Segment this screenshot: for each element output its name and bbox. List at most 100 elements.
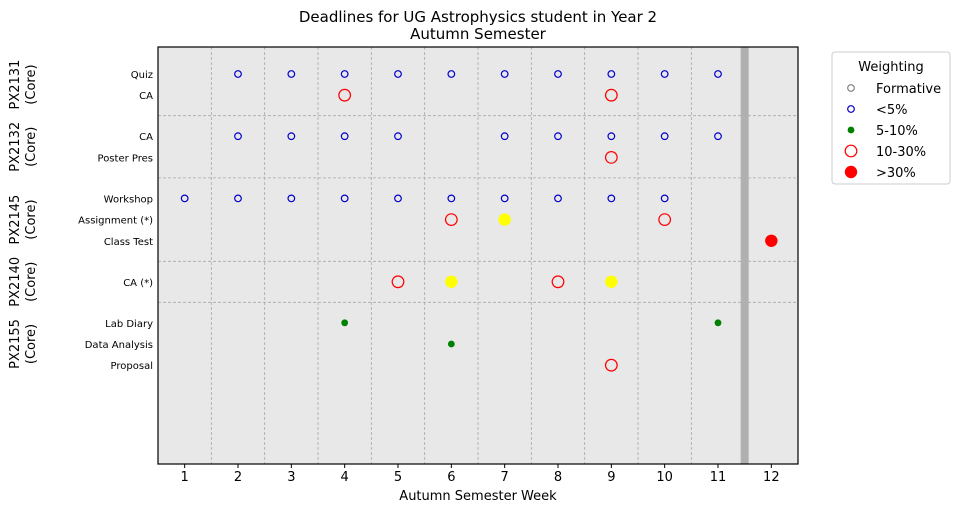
deadline-point xyxy=(714,319,722,327)
row-label: CA xyxy=(139,91,153,102)
deadline-point xyxy=(551,275,565,289)
legend-title: Weighting xyxy=(858,60,923,75)
chart-subtitle: Autumn Semester xyxy=(410,25,547,43)
deadline-point xyxy=(714,70,722,78)
deadline-point xyxy=(340,194,349,203)
deadline-point xyxy=(765,234,778,247)
deadline-point xyxy=(607,132,616,141)
deadline-point xyxy=(340,132,349,141)
legend-marker xyxy=(847,84,855,92)
x-tick-label: 9 xyxy=(607,470,615,485)
chart-title: Deadlines for UG Astrophysics student in… xyxy=(299,8,657,26)
deadline-point xyxy=(447,340,455,348)
x-tick-label: 5 xyxy=(394,470,402,485)
module-label: PX2131 (Core) xyxy=(8,60,39,110)
deadline-point xyxy=(445,275,458,288)
row-label: Workshop xyxy=(104,194,153,205)
module-code: PX2132 xyxy=(8,122,23,172)
deadline-point xyxy=(714,132,722,141)
legend-label: <5% xyxy=(876,103,908,118)
plot-area xyxy=(157,46,799,465)
module-type: (Core) xyxy=(24,262,39,302)
row-label: Quiz xyxy=(131,70,153,81)
deadline-point xyxy=(660,194,669,203)
deadline-point xyxy=(234,194,242,203)
row-label: Lab Diary xyxy=(105,319,153,330)
deadline-point xyxy=(287,132,296,141)
data-marks xyxy=(180,70,778,372)
row-label: Proposal xyxy=(111,361,153,372)
legend-items: Formative <5% 5-10% 10-30% >30% xyxy=(844,82,941,181)
deadline-point xyxy=(604,150,618,164)
deadline-point xyxy=(394,70,402,78)
x-tick-label: 12 xyxy=(763,470,780,485)
module-code: PX2155 xyxy=(8,319,23,369)
reading-week-bar xyxy=(740,47,749,464)
deadline-point xyxy=(554,132,562,141)
deadline-point xyxy=(287,194,296,203)
legend-label: 10-30% xyxy=(876,145,926,160)
deadline-point xyxy=(500,194,509,203)
deadline-point xyxy=(607,70,616,78)
legend: Weighting Formative <5% 5-10% 10-30% >30% xyxy=(831,51,951,185)
deadline-point xyxy=(500,132,509,141)
deadline-point xyxy=(604,358,618,372)
deadline-point xyxy=(394,194,402,203)
row-label: Data Analysis xyxy=(85,340,153,351)
deadline-point xyxy=(234,132,242,141)
row-label: Class Test xyxy=(104,237,153,248)
deadline-point xyxy=(444,213,458,227)
legend-marker xyxy=(847,126,855,134)
module-type: (Core) xyxy=(24,324,39,364)
deadline-point xyxy=(447,194,456,203)
x-tick-label: 2 xyxy=(234,470,242,485)
row-label: Assignment (*) xyxy=(78,216,153,227)
module-code: PX2140 xyxy=(8,257,23,307)
x-axis-label: Autumn Semester Week xyxy=(399,489,557,504)
x-tick-label: 8 xyxy=(554,470,562,485)
x-tick-label: 10 xyxy=(656,470,673,485)
deadline-point xyxy=(607,194,616,203)
deadline-point xyxy=(554,70,562,78)
deadline-point xyxy=(391,275,405,289)
legend-box xyxy=(831,51,951,185)
deadline-point xyxy=(234,70,242,78)
x-tick-label: 7 xyxy=(501,470,509,485)
x-tick-label: 11 xyxy=(710,470,727,485)
deadline-point xyxy=(394,132,402,141)
plot-frame xyxy=(157,46,799,465)
legend-label: 5-10% xyxy=(876,124,918,139)
deadline-point xyxy=(180,194,189,203)
module-type: (Core) xyxy=(24,199,39,239)
legend-marker xyxy=(844,165,858,179)
deadline-point xyxy=(338,88,352,102)
deadline-point xyxy=(604,88,618,102)
module-label: PX2155 (Core) xyxy=(8,319,39,369)
module-type: (Core) xyxy=(24,127,39,167)
module-code: PX2145 xyxy=(8,195,23,245)
row-label: CA xyxy=(139,132,153,143)
deadline-point xyxy=(447,70,456,78)
legend-marker xyxy=(847,105,855,113)
module-type: (Core) xyxy=(24,64,39,104)
module-label: PX2132 (Core) xyxy=(8,122,39,172)
deadline-point xyxy=(660,70,669,78)
module-label: PX2145 (Core) xyxy=(8,195,39,245)
deadline-point xyxy=(500,70,509,78)
row-label: CA (*) xyxy=(123,278,153,289)
module-code: PX2131 xyxy=(8,60,23,110)
row-label: Poster Pres xyxy=(98,153,153,164)
legend-label: Formative xyxy=(876,82,941,97)
legend-marker xyxy=(844,144,858,158)
module-label: PX2140 (Core) xyxy=(8,257,39,307)
x-tick-label: 6 xyxy=(447,470,455,485)
deadline-point xyxy=(287,70,296,78)
x-axis: 1 2 3 4 5 6 7 8 9 10 11 12 xyxy=(181,464,780,485)
deadline-point xyxy=(660,132,669,141)
x-tick-label: 1 xyxy=(181,470,189,485)
deadline-point xyxy=(498,213,511,226)
deadline-point xyxy=(554,194,562,203)
deadline-point xyxy=(341,319,349,327)
legend-label: >30% xyxy=(876,166,916,181)
